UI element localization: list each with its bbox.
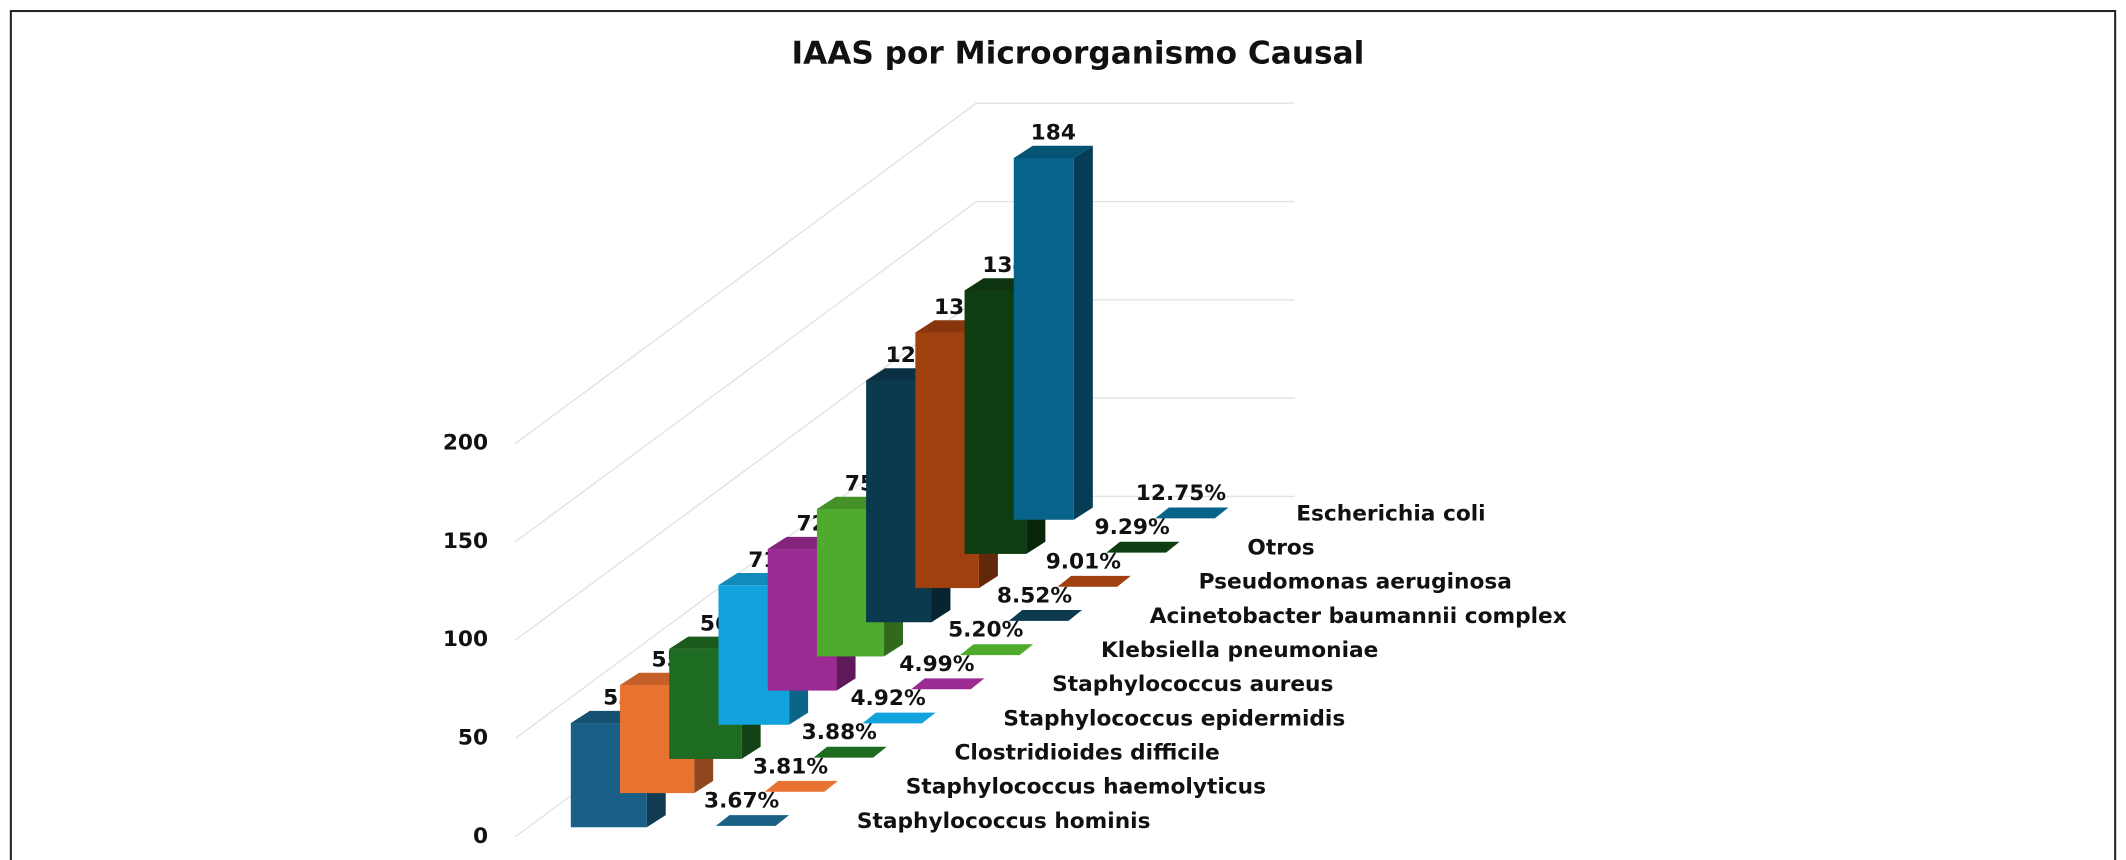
- grid-line: [514, 200, 1295, 543]
- share-label: 3.88%: [802, 720, 878, 745]
- share-label: 5.20%: [948, 618, 1024, 643]
- share-tile: [1155, 507, 1229, 519]
- bar-side: [1073, 145, 1093, 520]
- category-label: Acinetobacter baumannii complex: [1150, 604, 1567, 629]
- chart-title: IAAS por Microorganismo Causal: [792, 35, 1365, 71]
- share-tile: [715, 815, 790, 826]
- y-tick-label: 50: [458, 725, 488, 750]
- share-tile: [959, 644, 1034, 656]
- bar-top: [1013, 145, 1093, 159]
- category-label: Escherichia coli: [1296, 501, 1485, 526]
- value-label: 184: [1031, 121, 1076, 146]
- share-label: 4.99%: [899, 652, 975, 677]
- share-label: 9.29%: [1095, 515, 1171, 540]
- category-label: Clostridioides difficile: [955, 741, 1220, 766]
- share-tile: [1057, 575, 1131, 587]
- bar: [1013, 158, 1074, 520]
- share-tile: [911, 678, 985, 690]
- share-label: 3.81%: [753, 754, 829, 779]
- share-tile: [1008, 610, 1082, 621]
- share-tile: [1106, 541, 1180, 553]
- y-tick-label: 150: [443, 529, 488, 554]
- share-label: 4.92%: [850, 686, 926, 711]
- category-label: Otros: [1247, 536, 1314, 561]
- share-label: 3.67%: [704, 789, 780, 814]
- category-label: Staphylococcus haemolyticus: [906, 775, 1266, 800]
- share-tile: [813, 746, 887, 758]
- category-label: Staphylococcus aureus: [1052, 672, 1333, 697]
- share-tile: [862, 712, 936, 724]
- category-label: Pseudomonas aeruginosa: [1199, 570, 1512, 595]
- y-tick-label: 100: [443, 627, 488, 652]
- category-label: Klebsiella pneumoniae: [1101, 638, 1378, 663]
- share-label: 8.52%: [997, 584, 1073, 609]
- y-tick-label: 0: [473, 824, 488, 849]
- share-tile: [764, 780, 838, 792]
- category-label: Staphylococcus epidermidis: [1003, 706, 1345, 731]
- share-label: 9.01%: [1046, 549, 1122, 574]
- share-label: 12.75%: [1136, 481, 1227, 506]
- grid-line: [514, 102, 1295, 445]
- category-label: Staphylococcus hominis: [857, 809, 1151, 834]
- y-tick-label: 200: [443, 431, 488, 456]
